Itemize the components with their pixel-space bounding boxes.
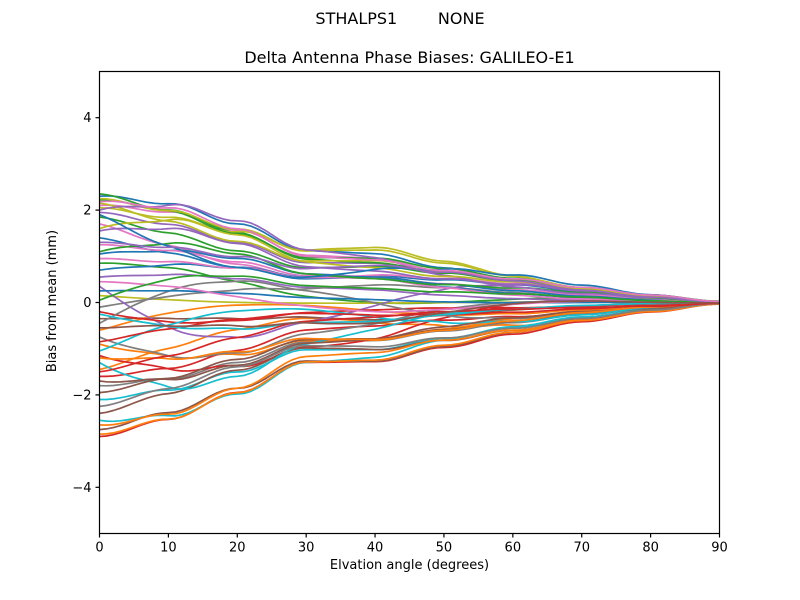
x-tick-label: 30 [298,541,315,556]
series-line [99,218,720,303]
y-tick-label: −2 [72,388,91,403]
series-line [99,302,720,361]
series-line [99,200,720,303]
series-line [99,274,720,304]
y-tick-label: 4 [83,111,91,126]
y-tick-label: −4 [72,481,91,496]
series-line [99,302,720,352]
series-line [99,302,720,408]
series-line [99,303,720,423]
figure-suptitle: STHALPS1 NONE [315,9,485,28]
series-line [99,303,720,426]
x-tick-label: 70 [573,541,590,556]
x-tick-label: 10 [160,541,177,556]
y-axis-ticks-group: −4 −2 0 2 4 [72,111,100,496]
x-tick-label: 40 [367,541,384,556]
x-tick-label: 0 [95,541,103,556]
x-tick-label: 80 [642,541,659,556]
series-line [99,300,720,329]
x-tick-label: 60 [505,541,522,556]
x-tick-label: 20 [229,541,246,556]
series-line [99,241,720,303]
chart-title: Delta Antenna Phase Biases: GALILEO-E1 [244,48,575,67]
series-lines-group [99,193,720,438]
x-tick-label: 90 [711,541,728,556]
series-line [99,203,720,303]
x-axis-label: Elvation angle (degrees) [329,558,490,573]
y-tick-label: 2 [83,204,91,219]
x-tick-label: 50 [436,541,453,556]
x-axis-ticks-group: 0 10 20 30 40 50 60 70 80 90 [95,533,728,556]
series-line [99,302,720,373]
y-tick-label: 0 [83,296,91,311]
